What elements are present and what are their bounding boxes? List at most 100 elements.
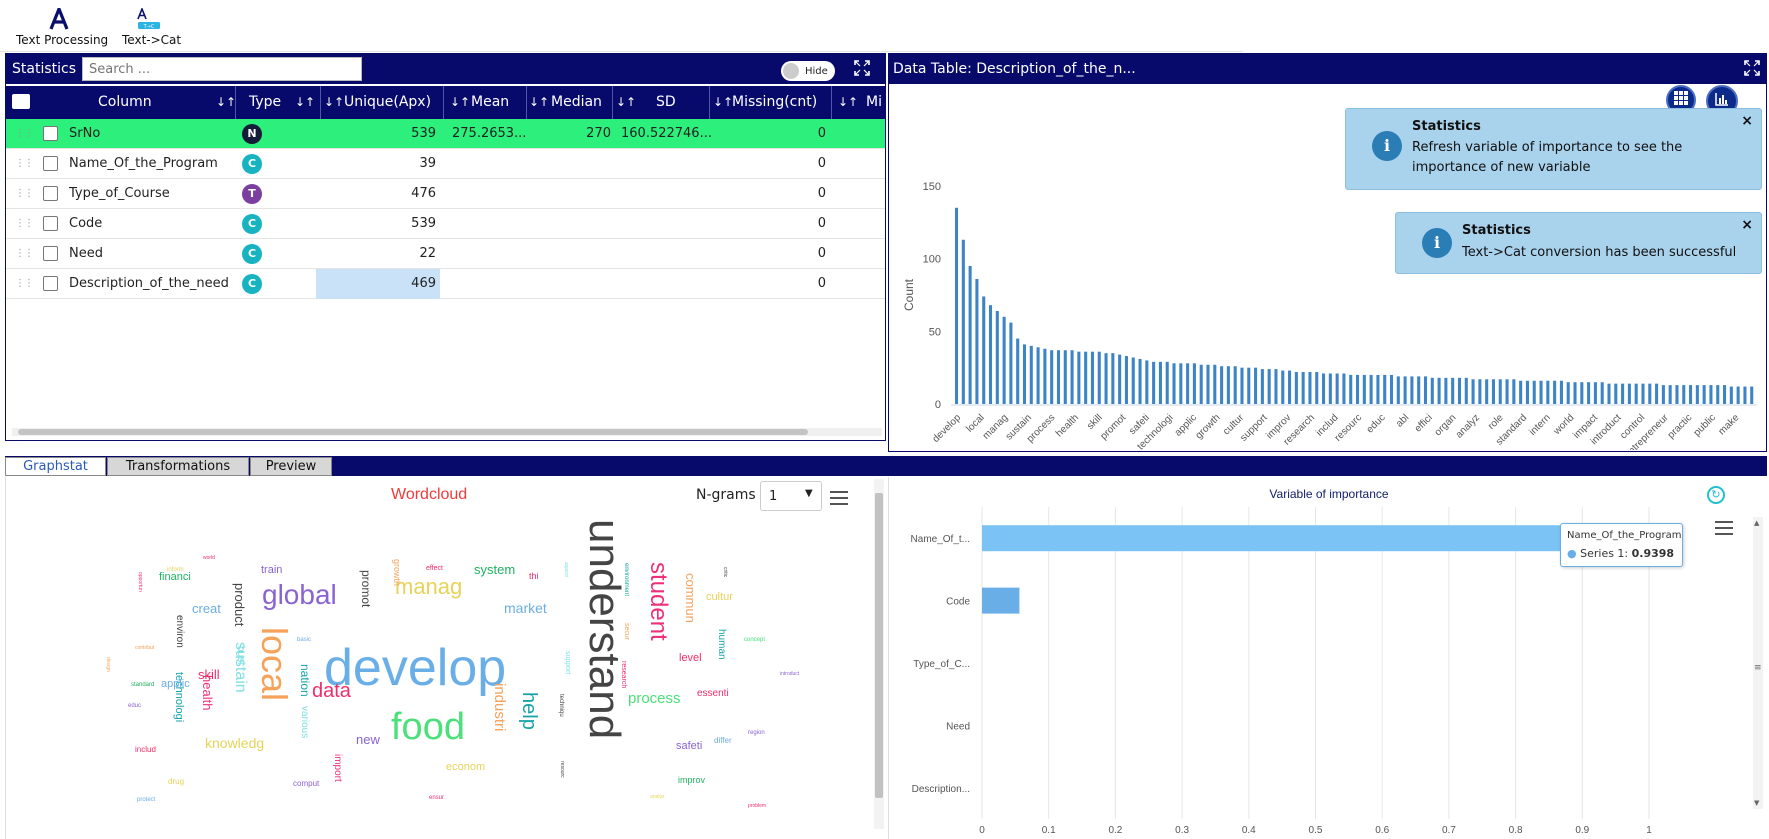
count-bar[interactable] (1423, 376, 1428, 404)
drag-handle-icon[interactable]: ⋮⋮ (15, 158, 34, 169)
count-bar[interactable] (1172, 363, 1176, 404)
text-to-cat-tool[interactable]: T→C Text->Cat (122, 8, 181, 47)
table-row[interactable]: ⋮⋮ Need C 22 0 (6, 239, 885, 269)
hide-toggle[interactable]: Hide (781, 61, 835, 81)
count-bar[interactable] (1593, 382, 1597, 404)
count-bar[interactable] (1736, 386, 1740, 404)
count-bar[interactable] (1491, 379, 1495, 404)
count-bar[interactable] (1410, 376, 1414, 404)
count-bar[interactable] (1389, 374, 1394, 404)
count-bar[interactable] (1288, 370, 1292, 404)
importance-bar[interactable] (982, 587, 1020, 614)
count-bar[interactable] (1587, 382, 1591, 404)
count-bar[interactable] (1138, 358, 1142, 404)
count-bar[interactable] (1233, 366, 1237, 404)
count-bar[interactable] (1743, 386, 1747, 404)
expand-icon[interactable] (1743, 60, 1761, 78)
scroll-grip-icon[interactable]: ≡ (1754, 663, 1762, 673)
scroll-up-icon[interactable]: ▲ (1754, 519, 1760, 527)
count-bar[interactable] (1131, 357, 1135, 404)
column-header-mean[interactable]: Mean (471, 86, 527, 119)
count-bar[interactable] (1675, 385, 1679, 404)
row-checkbox[interactable] (43, 216, 58, 231)
count-bar[interactable] (1029, 345, 1033, 404)
column-header-min[interactable]: Mi (866, 94, 882, 110)
count-bar[interactable] (1634, 383, 1638, 404)
count-bar[interactable] (1546, 380, 1550, 404)
scrollbar-thumb[interactable] (875, 493, 883, 798)
count-bar[interactable] (1308, 372, 1312, 404)
select-all-checkbox[interactable] (12, 94, 30, 109)
importance-bar[interactable] (982, 525, 1609, 552)
count-bar[interactable] (1022, 344, 1027, 404)
count-bar[interactable] (1641, 383, 1645, 404)
count-bar[interactable] (1349, 374, 1353, 404)
count-bar[interactable] (1111, 353, 1115, 404)
table-row[interactable]: ⋮⋮ Code C 539 0 (6, 209, 885, 239)
row-checkbox[interactable] (43, 246, 58, 261)
count-bar[interactable] (1403, 376, 1407, 404)
count-bar[interactable] (1050, 350, 1054, 404)
count-bar[interactable] (1124, 356, 1128, 404)
count-bar[interactable] (1655, 383, 1659, 404)
count-bar[interactable] (1192, 363, 1196, 404)
count-bar[interactable] (1444, 377, 1448, 404)
count-bar[interactable] (1199, 364, 1203, 404)
count-bar[interactable] (1315, 372, 1319, 404)
refresh-icon[interactable]: ↻ (1707, 486, 1725, 504)
count-bar[interactable] (1498, 379, 1502, 404)
count-bar[interactable] (1478, 379, 1482, 404)
count-bar[interactable] (1505, 379, 1509, 404)
count-bar[interactable] (1471, 379, 1475, 404)
scrollbar-thumb[interactable] (18, 429, 808, 435)
count-bar[interactable] (1376, 374, 1380, 404)
count-bar[interactable] (1729, 386, 1733, 404)
count-bar[interactable] (1294, 372, 1298, 404)
count-bar[interactable] (1512, 379, 1516, 404)
column-header-median[interactable]: Median (551, 86, 613, 119)
count-bar[interactable] (1016, 338, 1020, 404)
count-bar[interactable] (1430, 377, 1434, 404)
count-bar[interactable] (1485, 379, 1489, 404)
text-processing-tool[interactable]: Text Processing (16, 8, 108, 47)
count-bar[interactable] (1695, 385, 1699, 404)
count-bar[interactable] (988, 305, 993, 404)
column-header-column[interactable]: Column (98, 94, 152, 110)
count-bar[interactable] (1362, 374, 1366, 404)
count-bar[interactable] (1097, 351, 1101, 404)
column-header-unique[interactable]: Unique(Apx) (344, 86, 444, 119)
count-bar[interactable] (1580, 382, 1584, 404)
count-bar[interactable] (961, 239, 965, 404)
ngrams-select[interactable]: 1 ▼ (760, 481, 822, 511)
count-bar[interactable] (1464, 377, 1468, 404)
count-bar[interactable] (1682, 385, 1686, 404)
expand-icon[interactable] (853, 60, 871, 78)
column-header-sd[interactable]: SD (656, 86, 710, 119)
count-bar[interactable] (1356, 374, 1360, 404)
count-bar[interactable] (1043, 348, 1047, 404)
close-icon[interactable]: × (1741, 217, 1753, 233)
count-bar[interactable] (1437, 377, 1441, 404)
sort-icon[interactable]: ↓↑ (324, 95, 345, 109)
count-bar[interactable] (968, 265, 972, 404)
count-bar[interactable] (1070, 350, 1074, 404)
count-bar[interactable] (1090, 351, 1094, 404)
count-bar[interactable] (1145, 360, 1149, 404)
count-bar[interactable] (1661, 385, 1665, 404)
count-bar[interactable] (1451, 377, 1455, 404)
count-bar[interactable] (1702, 385, 1706, 404)
vertical-scrollbar[interactable]: ▲ ≡ ▼ (1753, 517, 1763, 809)
drag-handle-icon[interactable]: ⋮⋮ (15, 278, 34, 289)
count-bar[interactable] (1104, 353, 1108, 404)
drag-handle-icon[interactable]: ⋮⋮ (15, 218, 34, 229)
table-row[interactable]: ⋮⋮ SrNo N 539 275.2653... 270 160.522746... 0 (6, 119, 885, 149)
count-bar[interactable] (1525, 380, 1529, 404)
statistics-search-input[interactable] (82, 57, 362, 81)
sort-icon[interactable]: ↓↑ (450, 95, 471, 109)
count-bar[interactable] (1206, 364, 1210, 404)
count-bar[interactable] (955, 207, 959, 404)
sort-icon[interactable]: ↓↑ (216, 86, 236, 119)
count-bar[interactable] (1614, 383, 1618, 404)
drag-handle-icon[interactable]: ⋮⋮ (15, 248, 34, 259)
count-bar[interactable] (1301, 372, 1305, 404)
